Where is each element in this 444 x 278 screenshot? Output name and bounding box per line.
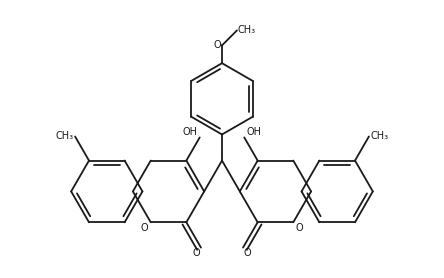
Text: O: O xyxy=(244,249,251,259)
Text: CH₃: CH₃ xyxy=(55,131,73,142)
Text: OH: OH xyxy=(247,126,262,136)
Text: O: O xyxy=(214,40,221,50)
Text: CH₃: CH₃ xyxy=(371,131,389,142)
Text: OH: OH xyxy=(182,126,197,136)
Text: O: O xyxy=(141,223,148,233)
Text: CH₃: CH₃ xyxy=(238,25,256,35)
Text: O: O xyxy=(193,249,200,259)
Text: O: O xyxy=(296,223,303,233)
